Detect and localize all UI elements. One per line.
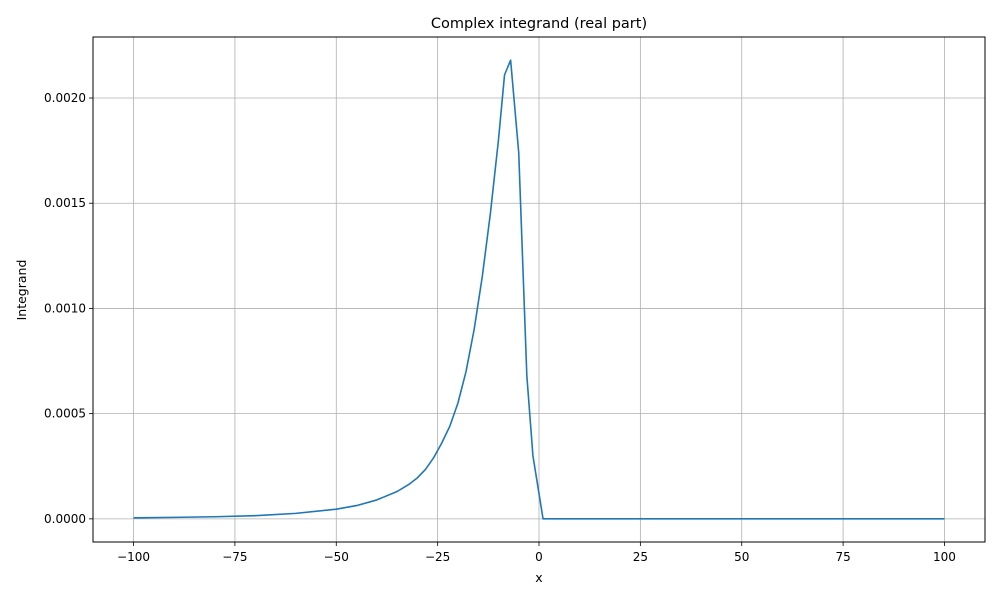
- x-tick-label: −75: [222, 550, 247, 564]
- x-tick-label: −100: [117, 550, 150, 564]
- series-line: [133, 59, 945, 520]
- x-tick-label: 75: [835, 550, 850, 564]
- y-tick-label: 0.0000: [44, 512, 86, 526]
- y-tick-label: 0.0010: [44, 301, 86, 315]
- x-tick-label: −50: [324, 550, 349, 564]
- y-axis-label: Integrand: [14, 260, 29, 321]
- x-axis-label: x: [535, 570, 542, 585]
- x-tick-label: 100: [933, 550, 956, 564]
- chart-title: Complex integrand (real part): [431, 16, 647, 32]
- y-tick-label: 0.0005: [44, 407, 86, 421]
- x-tick-label: 25: [633, 550, 648, 564]
- series-layer: [133, 59, 945, 520]
- x-tick-label: 0: [535, 550, 543, 564]
- x-axis: −100 −75 −50 −25 0 25 50 75 100: [117, 542, 956, 564]
- x-tick-label: −25: [425, 550, 450, 564]
- x-tick-label: 50: [734, 550, 749, 564]
- y-tick-label: 0.0020: [44, 91, 86, 105]
- y-axis: 0.0000 0.0005 0.0010 0.0015 0.0020: [44, 91, 93, 526]
- y-tick-label: 0.0015: [44, 196, 86, 210]
